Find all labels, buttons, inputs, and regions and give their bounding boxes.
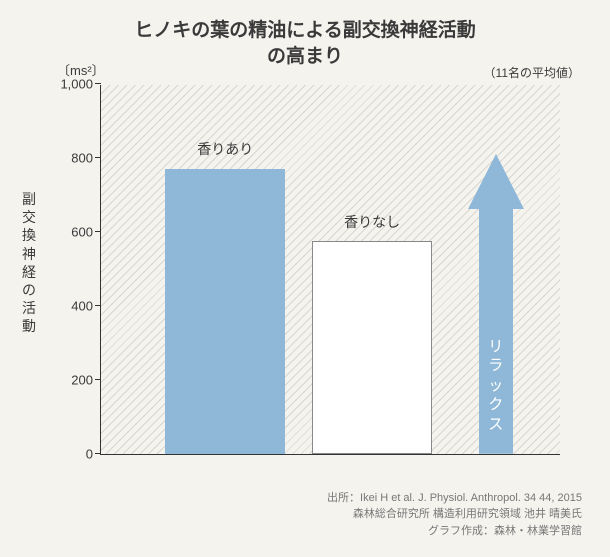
y-tick-label: 600 [71, 225, 93, 240]
source-line1: 出所：Ikei H et al. J. Physiol. Anthropol. … [327, 490, 582, 507]
bar-label: 香りあり [197, 139, 253, 159]
bar-label: 香りなし [344, 212, 400, 232]
source-block: 出所：Ikei H et al. J. Physiol. Anthropol. … [327, 490, 582, 540]
source-line2: 森林総合研究所 構造利用研究領域 池井 晴美氏 [327, 506, 582, 523]
bar: 香りあり [165, 169, 285, 454]
y-tick-mark [95, 83, 101, 85]
y-tick-mark [95, 305, 101, 307]
source-line3: グラフ作成：森林・林業学習館 [327, 523, 582, 540]
y-tick-mark [95, 453, 101, 455]
y-tick-label: 0 [86, 447, 93, 462]
title-line2: の高まり [267, 46, 343, 67]
chart-title: ヒノキの葉の精油による副交換神経活動 の高まり [0, 0, 610, 69]
bar: 香りなし [312, 241, 432, 454]
plot-area: 02004006008001,000 香りあり香りなし リラックス [100, 85, 560, 455]
y-axis-label: 副交換神経の活動 [22, 190, 36, 336]
y-tick-mark [95, 157, 101, 159]
y-tick-label: 1,000 [60, 77, 93, 92]
y-tick-label: 800 [71, 151, 93, 166]
arrow-label: リラックス [488, 337, 504, 435]
relax-arrow: リラックス [468, 154, 524, 454]
title-line1: ヒノキの葉の精油による副交換神経活動 [134, 20, 475, 41]
sample-note: （11名の平均値） [484, 64, 580, 81]
y-tick-label: 200 [71, 373, 93, 388]
y-tick-mark [95, 231, 101, 233]
y-tick-label: 400 [71, 299, 93, 314]
y-tick-mark [95, 379, 101, 381]
